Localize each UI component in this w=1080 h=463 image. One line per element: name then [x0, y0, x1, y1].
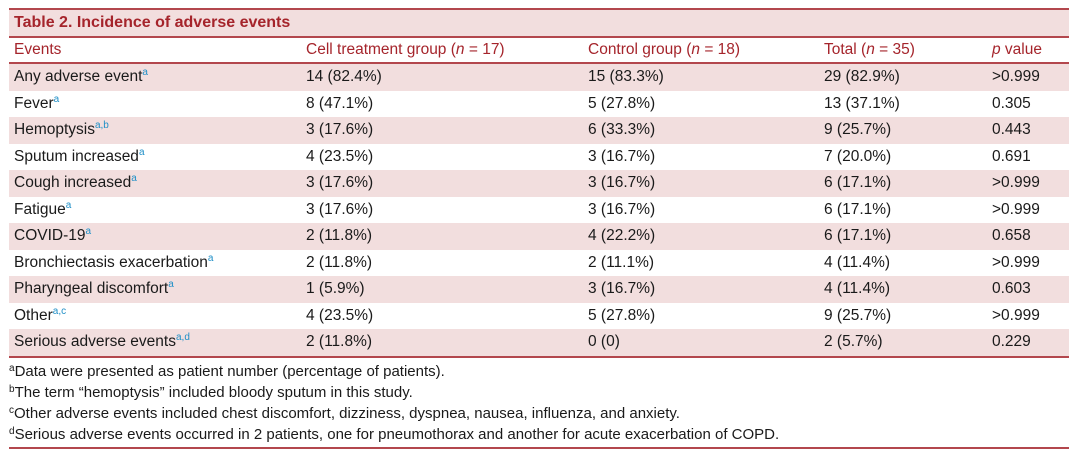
event-cell: Pharyngeal discomforta: [9, 276, 301, 303]
p-value: >0.999: [992, 306, 1040, 324]
table-row: Sputum increaseda 4 (23.5%) 3 (16.7%) 7 (20…: [9, 144, 1069, 171]
header-control: Control group (n = 18): [588, 41, 741, 58]
cell-treatment-value: 4 (23.5%): [306, 147, 374, 165]
event-cell: Cough increaseda: [9, 170, 301, 197]
header-row: Events Cell treatment group (n = 17) Con…: [9, 37, 1069, 63]
event-cell: Any adverse eventa: [9, 63, 301, 91]
p-value: >0.999: [992, 253, 1040, 271]
footnotes: aData were presented as patient number (…: [9, 361, 1069, 449]
control-value: 3 (16.7%): [583, 170, 819, 197]
p-value: >0.999: [987, 63, 1069, 91]
cell-treatment-value: 3 (17.6%): [306, 200, 374, 218]
total-value: 29 (82.9%): [819, 63, 987, 91]
control-value: 4 (22.2%): [583, 223, 819, 250]
cell-treatment-value: 4 (23.5%): [306, 306, 374, 324]
event-cell: Sputum increaseda: [14, 146, 145, 165]
table-row: Fevera 8 (47.1%) 5 (27.8%) 13 (37.1%) 0.305: [9, 91, 1069, 118]
footnote: cOther adverse events included chest dis…: [9, 404, 680, 422]
table-row: Serious adverse eventsa,d 2 (11.8%) 0 (0) 2…: [9, 329, 1069, 357]
cell-treatment-value: 3 (17.6%): [301, 117, 583, 144]
header-p-value: p value: [992, 41, 1042, 58]
footnote: aData were presented as patient number (…: [9, 362, 445, 380]
total-value: 9 (25.7%): [824, 306, 892, 324]
event-cell: Bronchiectasis exacerbationa: [14, 252, 214, 271]
control-value: 5 (27.8%): [588, 94, 656, 112]
p-value: 0.603: [987, 276, 1069, 303]
total-value: 9 (25.7%): [819, 117, 987, 144]
total-value: 4 (11.4%): [819, 276, 987, 303]
control-value: 2 (11.1%): [588, 253, 655, 271]
total-value: 2 (5.7%): [819, 329, 987, 357]
control-value: 3 (16.7%): [588, 200, 656, 218]
table-row: Any adverse eventa 14 (82.4%) 15 (83.3%) 29…: [9, 63, 1069, 91]
p-value: 0.658: [987, 223, 1069, 250]
table-title: Table 2. Incidence of adverse events: [9, 8, 1069, 36]
total-value: 7 (20.0%): [824, 147, 892, 165]
cell-treatment-value: 2 (11.8%): [306, 253, 373, 271]
table-row: Othera,c 4 (23.5%) 5 (27.8%) 9 (25.7%) >0.99…: [9, 303, 1069, 330]
table-row: Bronchiectasis exacerbationa 2 (11.8%) 2 (…: [9, 250, 1069, 277]
event-cell: Hemoptysisa,b: [9, 117, 301, 144]
control-value: 6 (33.3%): [583, 117, 819, 144]
header-cell-treatment: Cell treatment group (n = 17): [306, 41, 505, 58]
cell-treatment-value: 8 (47.1%): [306, 94, 374, 112]
total-value: 6 (17.1%): [819, 223, 987, 250]
table-row: Fatiguea 3 (17.6%) 3 (16.7%) 6 (17.1%) >0.99…: [9, 197, 1069, 224]
table-container: Table 2. Incidence of adverse events Eve…: [9, 8, 1069, 449]
cell-treatment-value: 1 (5.9%): [301, 276, 583, 303]
control-value: 3 (16.7%): [583, 276, 819, 303]
p-value: >0.999: [992, 200, 1040, 218]
total-value: 6 (17.1%): [819, 170, 987, 197]
cell-treatment-value: 2 (11.8%): [301, 329, 583, 357]
p-value: >0.999: [987, 170, 1069, 197]
p-value: 0.229: [987, 329, 1069, 357]
total-value: 6 (17.1%): [824, 200, 892, 218]
event-cell: Fevera: [14, 93, 60, 112]
control-value: 3 (16.7%): [588, 147, 656, 165]
cell-treatment-value: 3 (17.6%): [301, 170, 583, 197]
footnote: dSerious adverse events occurred in 2 pa…: [9, 424, 1069, 449]
p-value: 0.305: [992, 94, 1031, 112]
table-row: Hemoptysisa,b 3 (17.6%) 6 (33.3%) 9 (25.7%)…: [9, 117, 1069, 144]
total-value: 4 (11.4%): [824, 253, 891, 271]
cell-treatment-value: 14 (82.4%): [301, 63, 583, 91]
p-value: 0.443: [987, 117, 1069, 144]
adverse-events-table: Events Cell treatment group (n = 17) Con…: [9, 36, 1069, 358]
event-cell: Fatiguea: [14, 199, 72, 218]
table-body: Any adverse eventa 14 (82.4%) 15 (83.3%) 29…: [9, 63, 1069, 357]
event-cell: Othera,c: [14, 305, 67, 324]
event-cell: Serious adverse eventsa,d: [9, 329, 301, 357]
footnote: bThe term “hemoptysis” included bloody s…: [9, 383, 413, 401]
table-row: Pharyngeal discomforta 1 (5.9%) 3 (16.7%) 4…: [9, 276, 1069, 303]
control-value: 5 (27.8%): [588, 306, 656, 324]
table-row: COVID-19a 2 (11.8%) 4 (22.2%) 6 (17.1%) 0.65…: [9, 223, 1069, 250]
header-events: Events: [14, 41, 62, 58]
total-value: 13 (37.1%): [824, 94, 900, 112]
header-total: Total (n = 35): [824, 41, 915, 58]
event-cell: COVID-19a: [9, 223, 301, 250]
control-value: 0 (0): [583, 329, 819, 357]
p-value: 0.691: [992, 147, 1031, 165]
cell-treatment-value: 2 (11.8%): [301, 223, 583, 250]
control-value: 15 (83.3%): [583, 63, 819, 91]
table-row: Cough increaseda 3 (17.6%) 3 (16.7%) 6 (17.…: [9, 170, 1069, 197]
